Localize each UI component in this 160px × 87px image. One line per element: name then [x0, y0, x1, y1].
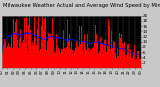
Text: Milwaukee Weather Actual and Average Wind Speed by Minute mph (Last 24 Hours): Milwaukee Weather Actual and Average Win… — [3, 3, 160, 8]
